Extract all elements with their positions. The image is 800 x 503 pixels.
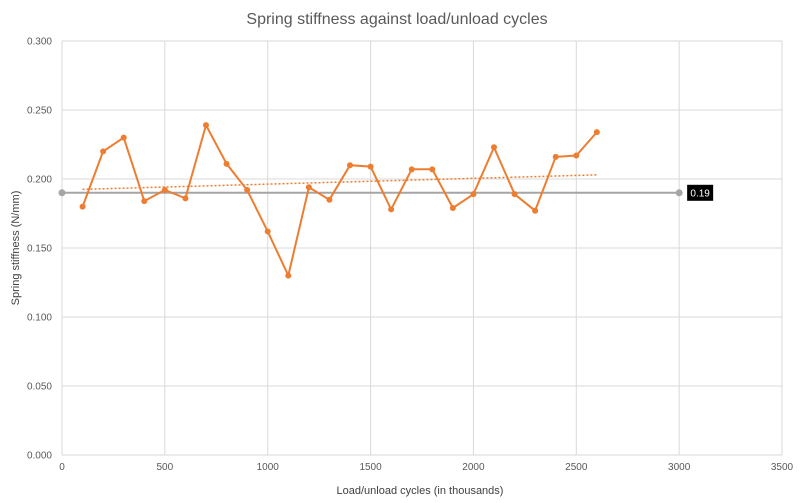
data-point [285,272,292,279]
x-tick-label: 3000 [668,462,691,473]
x-tick-label: 2500 [565,462,588,473]
data-point [79,203,86,210]
data-point [511,191,518,198]
data-point [120,134,127,141]
data-point [429,166,436,173]
series-line [81,122,598,279]
data-point [470,191,477,198]
data-point [388,206,395,213]
reference-marker [675,189,683,197]
data-point [223,160,230,167]
data-point [408,166,415,173]
y-tick-label: 0.000 [27,451,52,462]
x-tick-label: 1500 [359,462,382,473]
data-point [203,122,209,129]
reference-label-box [687,184,714,201]
x-tick-label: 500 [157,462,174,473]
x-tick-label: 1000 [257,462,280,473]
x-axis-ticks: 0 500 1000 1500 2000 2500 3000 3500 [59,462,793,473]
data-point [100,148,107,155]
chart-title: Spring stiffness against load/unload cyc… [246,11,547,28]
data-point [326,196,333,203]
data-point [182,195,189,202]
reference-marker [58,189,66,197]
data-point [305,184,312,191]
x-tick-label: 0 [59,462,65,473]
series-group [79,122,600,279]
data-point [491,144,497,151]
data-point [573,152,580,159]
data-point [532,207,539,214]
data-point [552,153,559,160]
x-tick-label: 2000 [462,462,485,473]
data-point [367,163,374,170]
data-point [449,204,456,211]
data-point [161,187,168,194]
y-tick-label: 0.300 [27,37,52,48]
data-point [141,198,148,205]
y-tick-label: 0.150 [27,244,52,255]
data-point [244,187,251,194]
y-tick-label: 0.100 [27,313,52,324]
y-tick-label: 0.250 [27,106,52,117]
y-tick-label: 0.050 [27,382,52,393]
reference-label: 0.19 [690,188,710,199]
data-point [264,228,271,235]
y-tick-label: 0.200 [27,175,52,186]
y-axis-ticks: 0.000 0.050 0.100 0.150 0.200 0.250 0.300 [27,37,52,462]
data-point [593,129,600,136]
y-axis-title: Spring stiffness (N/mm) [10,191,22,306]
data-point [347,162,353,169]
x-tick-label: 3500 [771,462,794,473]
gridlines [61,40,783,456]
x-axis-title: Load/unload cycles (in thousands) [337,485,504,497]
